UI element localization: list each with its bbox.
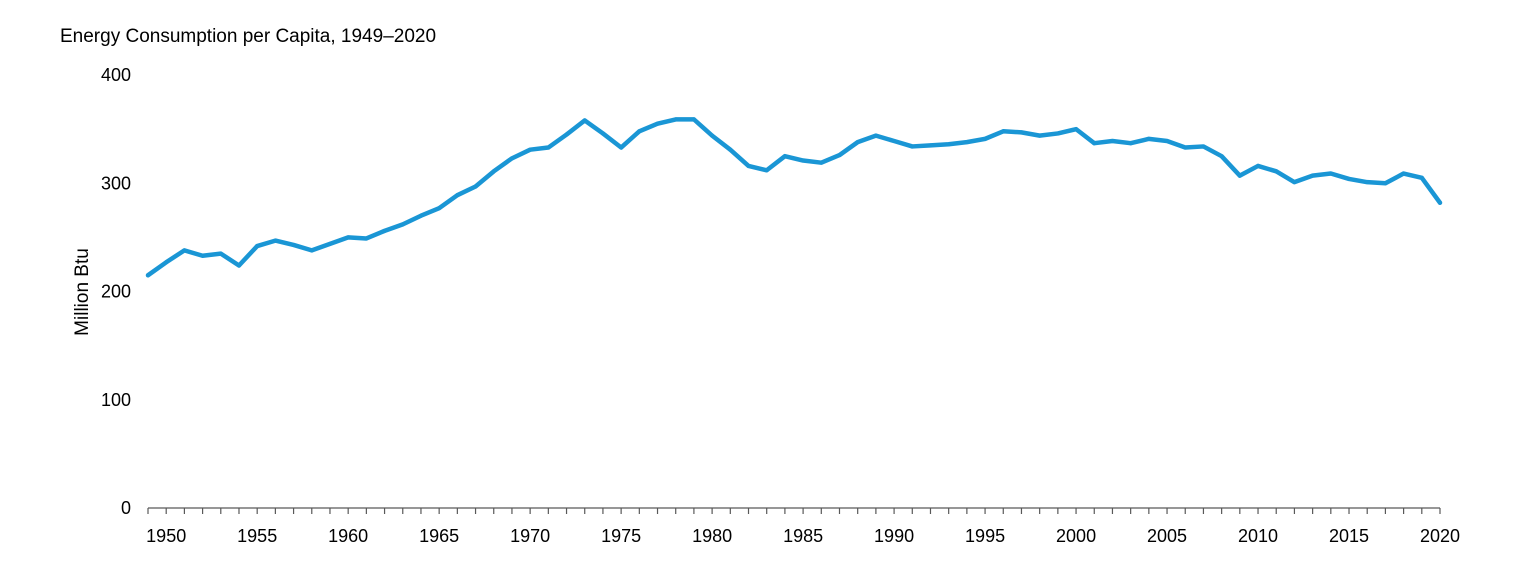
x-tick-label: 2005: [1147, 526, 1187, 546]
data-point: [509, 156, 514, 161]
data-point: [1274, 169, 1279, 174]
data-point: [182, 248, 187, 253]
data-point: [855, 140, 860, 145]
data-point: [1292, 180, 1297, 185]
data-point: [273, 238, 278, 243]
data-point: [1328, 171, 1333, 176]
data-point: [1183, 145, 1188, 150]
data-point: [1219, 154, 1224, 159]
x-tick-label: 1955: [237, 526, 277, 546]
data-point: [892, 139, 897, 144]
data-point: [327, 241, 332, 246]
data-point: [782, 154, 787, 159]
series-line: [145, 117, 1443, 278]
data-point: [691, 117, 696, 122]
data-point: [400, 222, 405, 227]
x-tick-label: 1990: [874, 526, 914, 546]
data-point: [837, 153, 842, 158]
data-point: [1110, 139, 1115, 144]
data-point: [1037, 133, 1042, 138]
data-point: [983, 136, 988, 141]
data-point: [910, 144, 915, 149]
data-point: [1001, 129, 1006, 134]
data-point: [964, 140, 969, 145]
data-point: [819, 160, 824, 165]
data-point: [1074, 127, 1079, 132]
data-point: [1401, 171, 1406, 176]
data-point: [1019, 130, 1024, 135]
x-axis-ticks: 1950 1955 1960 1965 1970 1975 1980 1985 1990 1995…: [146, 508, 1460, 546]
data-point: [764, 168, 769, 173]
data-point: [546, 145, 551, 150]
data-point: [1165, 139, 1170, 144]
data-point: [1237, 173, 1242, 178]
x-tick-label: 1980: [692, 526, 732, 546]
data-point: [455, 193, 460, 198]
data-point: [600, 131, 605, 136]
data-point: [1383, 181, 1388, 186]
data-point: [236, 263, 241, 268]
data-point: [218, 251, 223, 256]
data-point: [491, 169, 496, 174]
data-point: [1055, 131, 1060, 136]
data-point: [437, 206, 442, 211]
data-points: [146, 117, 1442, 278]
x-tick-label: 1995: [965, 526, 1005, 546]
x-tick-label: 2015: [1329, 526, 1369, 546]
y-tick-label: 400: [101, 65, 131, 85]
data-point: [1310, 173, 1315, 178]
data-point: [164, 260, 169, 265]
data-point: [309, 248, 314, 253]
data-point: [418, 213, 423, 218]
data-point: [364, 236, 369, 241]
data-point: [1128, 141, 1133, 146]
x-tick-label: 1975: [601, 526, 641, 546]
data-point: [582, 118, 587, 123]
x-tick-label: 1950: [146, 526, 186, 546]
data-point: [801, 158, 806, 163]
data-point: [200, 253, 205, 258]
data-point: [146, 273, 150, 278]
data-point: [1419, 175, 1424, 180]
data-point: [673, 117, 678, 122]
data-point: [1146, 136, 1151, 141]
y-axis-label: Million Btu: [72, 248, 93, 336]
data-point: [346, 235, 351, 240]
x-tick-label: 1960: [328, 526, 368, 546]
data-point: [619, 145, 624, 150]
x-tick-label: 2010: [1238, 526, 1278, 546]
x-tick-label: 1970: [510, 526, 550, 546]
y-axis-ticks: 0 100 200 300 400: [101, 65, 131, 518]
y-tick-label: 0: [121, 498, 131, 518]
x-tick-label: 2000: [1056, 526, 1096, 546]
data-point: [1438, 200, 1442, 205]
data-point: [873, 133, 878, 138]
data-point: [1201, 144, 1206, 149]
data-point: [746, 163, 751, 168]
data-point: [1092, 141, 1097, 146]
data-point: [637, 129, 642, 134]
data-point: [528, 147, 533, 152]
data-point: [1365, 180, 1370, 185]
x-tick-label: 1965: [419, 526, 459, 546]
data-point: [473, 184, 478, 189]
x-tick-label: 2020: [1420, 526, 1460, 546]
y-tick-label: 300: [101, 173, 131, 193]
y-tick-label: 200: [101, 282, 131, 302]
data-point: [710, 133, 715, 138]
y-tick-label: 100: [101, 390, 131, 410]
data-point: [1347, 176, 1352, 181]
data-point: [655, 121, 660, 126]
data-point: [928, 143, 933, 148]
data-point: [1256, 163, 1261, 168]
x-tick-label: 1985: [783, 526, 823, 546]
data-point: [946, 142, 951, 147]
data-point: [382, 228, 387, 233]
data-point: [564, 132, 569, 137]
data-point: [291, 242, 296, 247]
chart-title: Energy Consumption per Capita, 1949–2020: [60, 26, 436, 47]
data-point: [255, 244, 260, 249]
data-point: [728, 147, 733, 152]
